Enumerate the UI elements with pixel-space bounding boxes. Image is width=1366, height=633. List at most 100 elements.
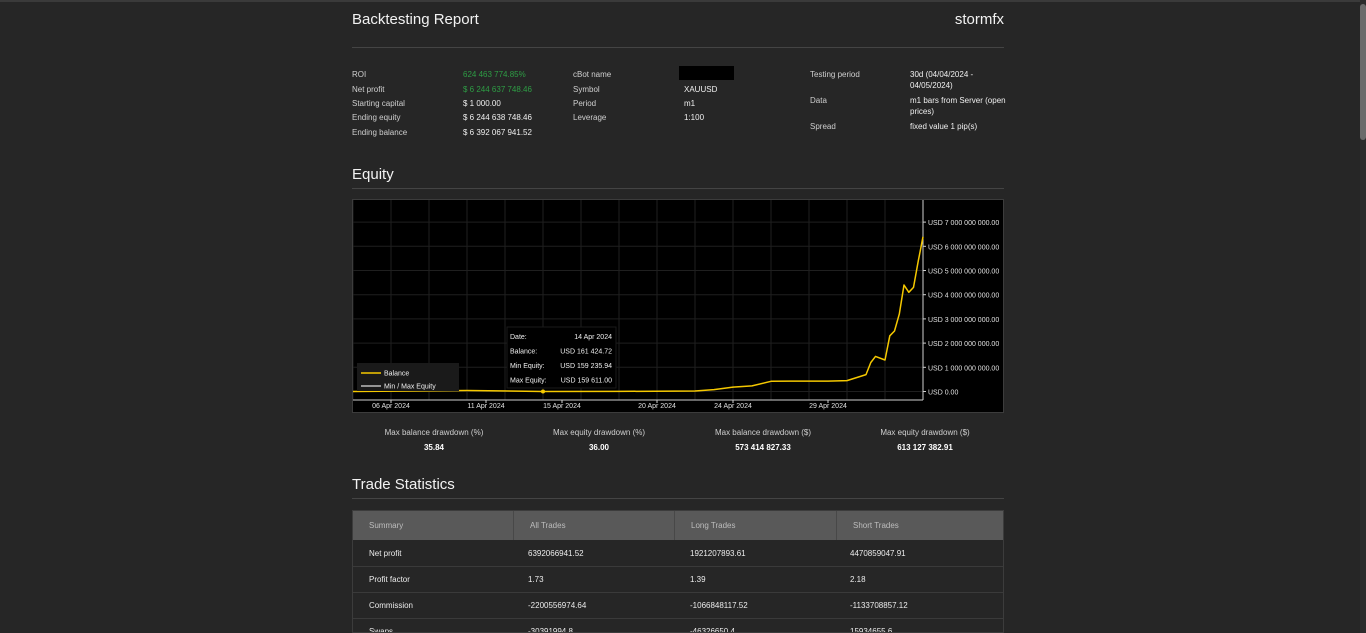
x-tick-label: 24 Apr 2024 bbox=[714, 403, 752, 410]
cbot-name-label: cBot name bbox=[573, 70, 612, 79]
drawdown-stats: Max balance drawdown (%) 35.84 Max equit… bbox=[352, 428, 1004, 456]
max-balance-drawdown-pct: Max balance drawdown (%) 35.84 bbox=[352, 428, 516, 452]
column-header-all-trades[interactable]: All Trades bbox=[514, 511, 675, 540]
dd-value: 613 127 382.91 bbox=[897, 443, 953, 452]
ending-balance-value: $ 6 392 067 941.52 bbox=[463, 128, 532, 137]
data-value: m1 bars from Server (open bbox=[910, 96, 1006, 105]
table-row: Commission -2200556974.64 -1066848117.52… bbox=[353, 593, 1003, 619]
ending-equity-label: Ending equity bbox=[352, 113, 401, 122]
trade-statistics-title: Trade Statistics bbox=[352, 476, 455, 493]
symbol-value: XAUUSD bbox=[684, 85, 718, 94]
roi-label: ROI bbox=[352, 70, 367, 79]
column-header-short-trades[interactable]: Short Trades bbox=[853, 521, 899, 530]
ending-balance-label: Ending balance bbox=[352, 128, 408, 137]
dd-label: Max balance drawdown ($) bbox=[714, 428, 812, 437]
x-tick-label: 20 Apr 2024 bbox=[638, 403, 676, 410]
brand-name: stormfx bbox=[954, 11, 1004, 28]
cell-long-trades: 1921207893.61 bbox=[690, 549, 746, 558]
tooltip-value: USD 159 235.94 bbox=[560, 363, 612, 370]
equity-divider bbox=[352, 188, 1004, 189]
legend-label: Balance bbox=[384, 371, 409, 378]
tooltip-label: Max Equity: bbox=[510, 378, 547, 385]
period-value: m1 bbox=[684, 99, 696, 108]
cell-all-trades: 6392066941.52 bbox=[528, 549, 584, 558]
spread-value: fixed value 1 pip(s) bbox=[910, 122, 978, 131]
symbol-label: Symbol bbox=[573, 85, 600, 94]
tooltip-box bbox=[506, 326, 617, 389]
ending-equity-value: $ 6 244 638 748.46 bbox=[463, 113, 532, 122]
cell-long-trades: 1.39 bbox=[690, 575, 706, 584]
cell-all-trades: -30391994.8 bbox=[528, 627, 573, 633]
scrollbar-thumb[interactable] bbox=[1360, 4, 1366, 140]
data-label: Data bbox=[810, 96, 827, 105]
dd-label: Max balance drawdown (%) bbox=[384, 428, 484, 437]
y-tick-label: USD 4 000 000 000.00 bbox=[928, 293, 999, 300]
tooltip-label: Min Equity: bbox=[510, 363, 545, 370]
cell-short-trades: 4470859047.91 bbox=[850, 549, 906, 558]
cell-short-trades: 2.18 bbox=[850, 575, 866, 584]
column-header-summary[interactable]: Summary bbox=[353, 511, 514, 540]
max-equity-drawdown-pct: Max equity drawdown (%) 36.00 bbox=[517, 428, 681, 452]
trade-statistics-divider bbox=[352, 498, 1004, 499]
cell-long-trades: -46326650.4 bbox=[690, 627, 735, 633]
header-divider bbox=[352, 47, 1004, 48]
tooltip-value: USD 159 611.00 bbox=[561, 378, 612, 385]
starting-capital-value: $ 1 000.00 bbox=[463, 99, 501, 108]
y-tick-label: USD 6 000 000 000.00 bbox=[928, 244, 999, 251]
y-tick-label: USD 0.00 bbox=[928, 390, 958, 397]
report-page: Backtesting Report stormfx ROI 624 463 7… bbox=[352, 0, 1006, 633]
y-tick-label: USD 3 000 000 000.00 bbox=[928, 317, 999, 324]
table-row: Swaps -30391994.8 -46326650.4 15934655.6 bbox=[353, 619, 1003, 633]
legend-label: Min / Max Equity bbox=[384, 384, 436, 391]
x-tick-label: 06 Apr 2024 bbox=[372, 403, 410, 410]
trade-statistics-table: Summary All Trades Long Trades Short Tra… bbox=[352, 510, 1004, 633]
y-tick-label: USD 1 000 000 000.00 bbox=[928, 365, 999, 372]
dd-value: 36.00 bbox=[588, 443, 610, 452]
period-label: Period bbox=[573, 99, 597, 108]
dd-value: 35.84 bbox=[423, 443, 445, 452]
table-row: Net profit 6392066941.52 1921207893.61 4… bbox=[353, 541, 1003, 567]
row-label: Commission bbox=[369, 601, 414, 610]
leverage-label: Leverage bbox=[573, 113, 607, 122]
table-row: Profit factor 1.73 1.39 2.18 bbox=[353, 567, 1003, 593]
dd-label: Max equity drawdown (%) bbox=[552, 428, 646, 437]
tooltip-value: USD 161 424.72 bbox=[560, 349, 612, 356]
testing-period-value-line2: 04/05/2024) bbox=[910, 81, 953, 90]
max-balance-drawdown-usd: Max balance drawdown ($) 573 414 827.33 bbox=[681, 428, 845, 452]
net-profit-value: $ 6 244 637 748.46 bbox=[463, 85, 532, 94]
hover-point bbox=[541, 389, 545, 394]
starting-capital-label: Starting capital bbox=[352, 99, 405, 108]
row-label: Profit factor bbox=[369, 575, 410, 584]
column-header-long-trades[interactable]: Long Trades bbox=[675, 511, 837, 540]
leverage-value: 1:100 bbox=[684, 113, 705, 122]
y-tick-label: USD 2 000 000 000.00 bbox=[928, 341, 999, 348]
max-equity-drawdown-usd: Max equity drawdown ($) 613 127 382.91 bbox=[843, 428, 1007, 452]
window-top-border bbox=[0, 0, 1366, 2]
cell-all-trades: -2200556974.64 bbox=[528, 601, 587, 610]
y-tick-label: USD 7 000 000 000.00 bbox=[928, 220, 999, 227]
x-tick-label: 11 Apr 2024 bbox=[467, 403, 504, 410]
cell-all-trades: 1.73 bbox=[528, 575, 544, 584]
cell-short-trades: -1133708857.12 bbox=[850, 601, 908, 610]
roi-value: 624 463 774.85% bbox=[463, 70, 526, 79]
cbot-name-redacted bbox=[679, 66, 734, 80]
x-tick-label: 15 Apr 2024 bbox=[543, 403, 581, 410]
data-value-line2: prices) bbox=[910, 107, 935, 116]
net-profit-label: Net profit bbox=[352, 85, 385, 94]
cell-long-trades: -1066848117.52 bbox=[690, 601, 748, 610]
equity-chart[interactable]: USD 7 000 000 000.00 USD 6 000 000 000.00… bbox=[352, 199, 1004, 413]
report-summary: ROI 624 463 774.85% Net profit $ 6 244 6… bbox=[352, 66, 1006, 146]
testing-period-value: 30d (04/04/2024 - bbox=[910, 70, 974, 79]
vertical-scrollbar[interactable] bbox=[1360, 0, 1366, 633]
balance-series-line bbox=[353, 236, 924, 393]
table-header: Summary All Trades Long Trades Short Tra… bbox=[353, 511, 1003, 540]
spread-label: Spread bbox=[810, 122, 836, 131]
tooltip-value: 14 Apr 2024 bbox=[574, 334, 612, 341]
dd-label: Max equity drawdown ($) bbox=[880, 428, 970, 437]
tooltip-label: Date: bbox=[510, 334, 527, 341]
row-label: Swaps bbox=[369, 627, 394, 633]
report-title: Backtesting Report bbox=[352, 11, 479, 28]
equity-chart-svg[interactable]: USD 7 000 000 000.00 USD 6 000 000 000.00… bbox=[353, 200, 1003, 412]
equity-section-title: Equity bbox=[352, 166, 394, 183]
tooltip-label: Balance: bbox=[510, 349, 537, 356]
